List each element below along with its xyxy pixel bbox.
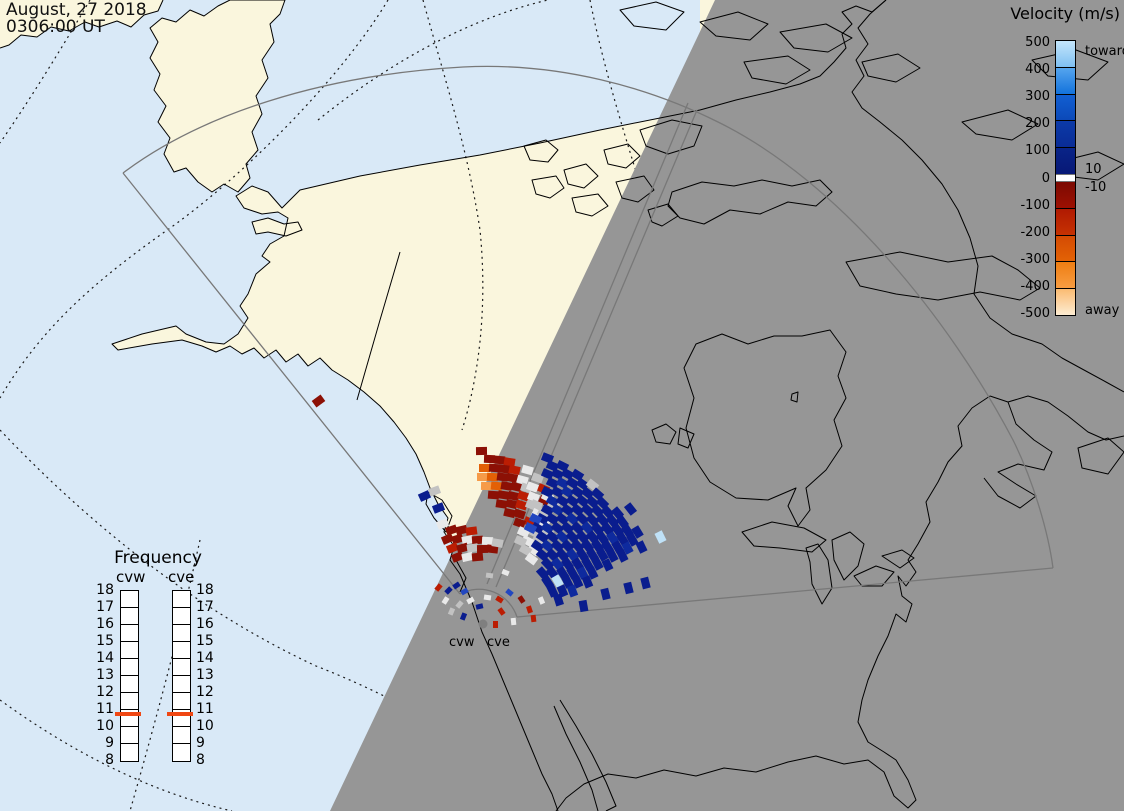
frequency-scale-cell bbox=[173, 625, 190, 642]
colorbar-toward-segments bbox=[1056, 41, 1075, 174]
colorbar-segment bbox=[1056, 234, 1075, 262]
colorbar-tick: 0 bbox=[1041, 170, 1050, 186]
frequency-tick: 10 bbox=[96, 718, 114, 734]
velocity-cell bbox=[578, 599, 588, 613]
colorbar-tick: -300 bbox=[1020, 251, 1050, 267]
velocity-cell bbox=[492, 620, 498, 628]
velocity-cell bbox=[485, 572, 493, 578]
frequency-tick: 10 bbox=[196, 718, 214, 734]
colorbar-segment bbox=[1056, 147, 1075, 174]
frequency-scale-cell bbox=[121, 659, 138, 676]
colorbar-segment bbox=[1056, 261, 1075, 289]
frequency-scale-cell bbox=[121, 727, 138, 744]
frequency-tick: 12 bbox=[196, 684, 214, 700]
radar-fov-outline bbox=[122, 65, 1054, 618]
frequency-tick: 18 bbox=[96, 582, 114, 598]
colorbar-tick: -100 bbox=[1020, 197, 1050, 213]
frequency-tick: 18 bbox=[196, 582, 214, 598]
velocity-colorbar bbox=[1055, 40, 1076, 316]
frequency-scale-cell bbox=[121, 591, 138, 608]
colorbar-segment bbox=[1056, 66, 1075, 94]
frequency-scale-cvw bbox=[120, 590, 139, 762]
timestamp-time: 0306:00 UT bbox=[6, 17, 105, 37]
frequency-column-label-cve: cve bbox=[168, 568, 195, 586]
colorbar-segment bbox=[1056, 41, 1075, 67]
colorbar-segment bbox=[1056, 207, 1075, 235]
frequency-scale-cve bbox=[172, 590, 191, 762]
frequency-scale-cell bbox=[121, 642, 138, 659]
colorbar-toward-label: toward bbox=[1085, 44, 1124, 59]
colorbar-upper-threshold: 10 bbox=[1085, 162, 1102, 177]
frequency-tick: 17 bbox=[96, 599, 114, 615]
frequency-scale-cell bbox=[121, 710, 138, 727]
frequency-tick: 15 bbox=[196, 633, 214, 649]
velocity-cell bbox=[483, 594, 491, 600]
colorbar-tick: 100 bbox=[1025, 143, 1050, 159]
colorbar-tick: 200 bbox=[1025, 116, 1050, 132]
colorbar-lower-threshold: -10 bbox=[1085, 180, 1107, 195]
colorbar-tick: -400 bbox=[1020, 278, 1050, 294]
colorbar-title: Velocity (m/s) bbox=[1010, 4, 1120, 23]
timestamp: August, 27 2018 0306:00 UT bbox=[6, 2, 147, 36]
frequency-tick: 9 bbox=[196, 735, 205, 751]
frequency-scale-cell bbox=[173, 659, 190, 676]
radar-origin-dot bbox=[478, 619, 488, 629]
colorbar-tick: -200 bbox=[1020, 224, 1050, 240]
frequency-tick: 9 bbox=[105, 735, 114, 751]
colorbar-tick: 400 bbox=[1025, 62, 1050, 78]
colorbar-tick: -500 bbox=[1020, 306, 1050, 321]
frequency-tick: 12 bbox=[96, 684, 114, 700]
frequency-scale-cell bbox=[173, 693, 190, 710]
frequency-tick: 16 bbox=[196, 616, 214, 632]
frequency-scale-cell bbox=[121, 744, 138, 760]
frequency-scale-cell bbox=[173, 608, 190, 625]
site-label-cvw: cvw bbox=[449, 635, 475, 650]
frequency-tick: 15 bbox=[96, 633, 114, 649]
colorbar-segment bbox=[1056, 120, 1075, 148]
frequency-scale-cell bbox=[121, 676, 138, 693]
frequency-tick: 13 bbox=[196, 667, 214, 683]
frequency-scale-cell bbox=[173, 642, 190, 659]
frequency-tick: 14 bbox=[96, 650, 114, 666]
colorbar-tick: 500 bbox=[1025, 35, 1050, 50]
frequency-scale-cell bbox=[121, 625, 138, 642]
colorbar-segment bbox=[1056, 93, 1075, 121]
colorbar-zero-band bbox=[1056, 173, 1075, 182]
frequency-tick: 16 bbox=[96, 616, 114, 632]
frequency-marker-cve bbox=[167, 712, 193, 717]
colorbar-away-label: away bbox=[1085, 303, 1120, 318]
frequency-tick: 17 bbox=[196, 599, 214, 615]
frequency-tick: 8 bbox=[105, 752, 114, 768]
frequency-scale-cell bbox=[173, 676, 190, 693]
site-label-cve: cve bbox=[487, 635, 510, 650]
frequency-marker-cvw bbox=[115, 712, 141, 717]
frequency-scale-cell bbox=[173, 710, 190, 727]
frequency-scale-cell bbox=[173, 727, 190, 744]
frequency-tick: 11 bbox=[96, 701, 114, 717]
frequency-tick: 13 bbox=[96, 667, 114, 683]
frequency-tick: 11 bbox=[196, 701, 214, 717]
velocity-cell bbox=[510, 617, 516, 625]
frequency-scale-cell bbox=[121, 693, 138, 710]
frequency-tick: 14 bbox=[196, 650, 214, 666]
frequency-column-label-cvw: cvw bbox=[116, 568, 146, 586]
frequency-panel-title: Frequency bbox=[114, 548, 202, 568]
colorbar-tick: 300 bbox=[1025, 89, 1050, 105]
colorbar-away-segments bbox=[1056, 181, 1075, 315]
graticule-lines bbox=[0, 0, 639, 811]
frequency-tick: 8 bbox=[196, 752, 205, 768]
timestamp-date: August, 27 2018 bbox=[6, 0, 147, 20]
frequency-scale-cell bbox=[173, 744, 190, 760]
colorbar-segment bbox=[1056, 181, 1075, 208]
velocity-cell bbox=[475, 602, 483, 610]
velocity-cell bbox=[471, 552, 483, 562]
frequency-scale-cell bbox=[173, 591, 190, 608]
colorbar-segment bbox=[1056, 288, 1075, 315]
velocity-cell bbox=[530, 614, 536, 622]
frequency-scale-cell bbox=[121, 608, 138, 625]
